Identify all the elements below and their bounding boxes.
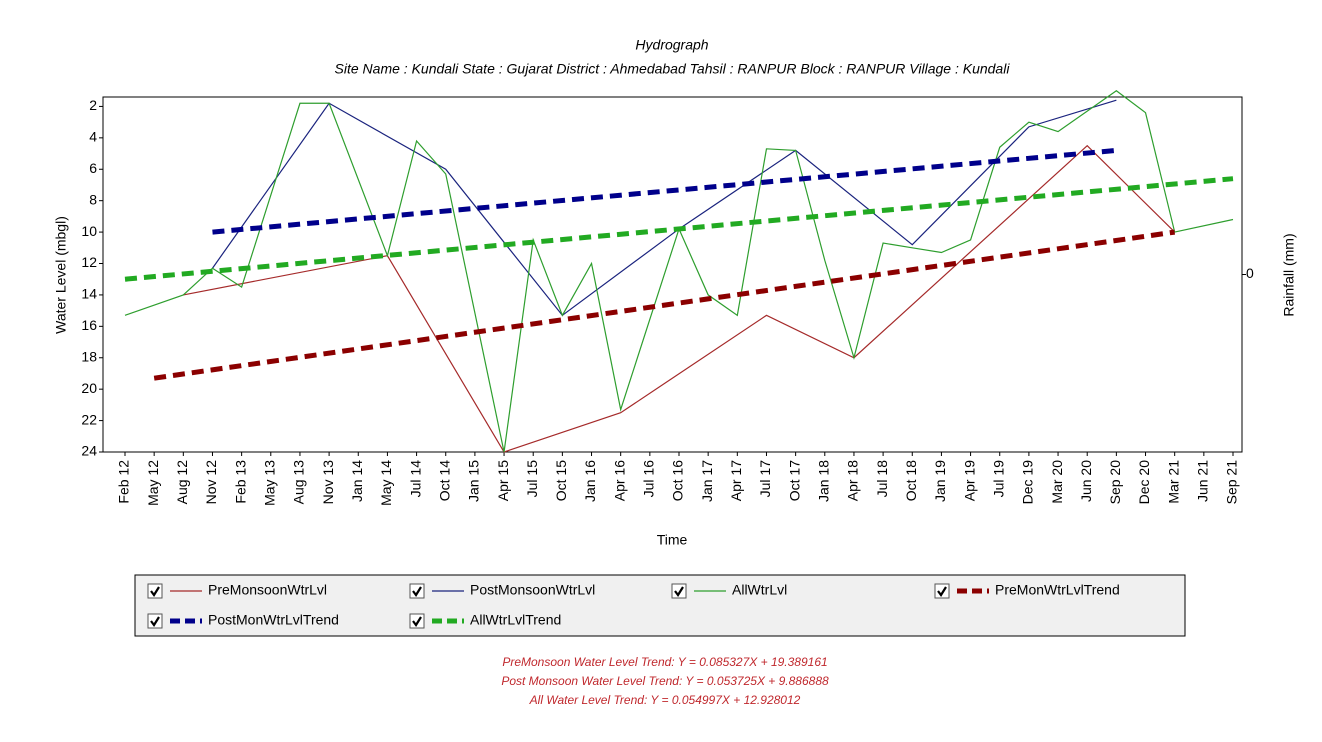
x-tick-label: Jul 18 <box>874 460 890 498</box>
x-tick-label: Oct 14 <box>436 460 452 501</box>
y-tick-label: 6 <box>89 160 97 176</box>
x-tick-label: May 14 <box>378 460 394 506</box>
x-tick-label: Apr 17 <box>728 460 744 501</box>
x-tick-label: Oct 16 <box>670 460 686 501</box>
trend-line <box>124 176 1234 282</box>
x-tick-label: Aug 13 <box>291 460 307 505</box>
legend-checkbox[interactable] <box>671 583 687 599</box>
x-tick-label: Aug 12 <box>174 460 190 505</box>
series-line <box>183 144 1176 453</box>
x-tick-label: Jan 14 <box>349 460 365 502</box>
y-tick-label: 8 <box>89 191 97 207</box>
x-tick-label: Jul 15 <box>524 460 540 498</box>
x-tick-label: Oct 17 <box>786 460 802 501</box>
legend-check <box>150 586 160 597</box>
trend-line <box>153 229 1176 381</box>
legend <box>134 574 1186 637</box>
y2-axis-title: Rainfall (mm) <box>1281 233 1297 316</box>
legend-checkbox[interactable] <box>409 583 425 599</box>
legend-checkbox[interactable] <box>409 613 425 629</box>
legend-check <box>937 586 947 597</box>
y-tick-label: 20 <box>81 380 97 396</box>
x-tick-label: Apr 15 <box>495 460 511 501</box>
plot-frame <box>102 96 1243 453</box>
x-tick-label: Jan 18 <box>815 460 831 502</box>
legend-label: PreMonWtrLvlTrend <box>995 582 1120 598</box>
x-tick-label: Sep 20 <box>1107 460 1123 505</box>
x-tick-label: Apr 19 <box>961 460 977 501</box>
legend-label: PostMonWtrLvlTrend <box>208 612 339 628</box>
trend-equation: PreMonsoon Water Level Trend: Y = 0.0853… <box>502 655 827 669</box>
trend-equation: All Water Level Trend: Y = 0.054997X + 1… <box>529 693 801 707</box>
x-tick-label: Jun 20 <box>1078 460 1094 502</box>
y-tick-label: 4 <box>89 129 97 145</box>
x-tick-label: Jul 17 <box>757 460 773 498</box>
y-tick-label: 24 <box>81 443 97 459</box>
legend-label: PreMonsoonWtrLvl <box>208 582 327 598</box>
legend-check <box>412 616 422 627</box>
x-tick-label: Mar 21 <box>1165 460 1181 504</box>
x-tick-label: Jan 15 <box>466 460 482 502</box>
legend-checkbox[interactable] <box>934 583 950 599</box>
y-tick-label: 14 <box>81 286 97 302</box>
x-tick-label: Nov 13 <box>320 460 336 505</box>
x-tick-label: Jul 19 <box>990 460 1006 498</box>
x-tick-label: Oct 15 <box>553 460 569 501</box>
x-tick-label: Jun 21 <box>1195 460 1211 502</box>
x-tick-label: Jan 16 <box>582 460 598 502</box>
x-tick-label: Oct 18 <box>903 460 919 501</box>
legend-check <box>674 586 684 597</box>
y-tick-label: 2 <box>89 97 97 113</box>
x-tick-label: May 13 <box>261 460 277 506</box>
x-tick-label: Apr 18 <box>845 460 861 501</box>
legend-checkbox[interactable] <box>147 613 163 629</box>
y-tick-label: 12 <box>81 254 97 270</box>
y-axis-title: Water Level (mbgl) <box>53 216 69 334</box>
series-line <box>124 89 1234 453</box>
y-tick-label: 10 <box>81 223 97 239</box>
x-tick-label: May 12 <box>145 460 161 506</box>
x-tick-label: Mar 20 <box>1049 460 1065 504</box>
chart-subtitle: Site Name : Kundali State : Gujarat Dist… <box>335 61 1011 77</box>
x-tick-label: Apr 16 <box>611 460 627 501</box>
x-tick-label: Nov 12 <box>203 460 219 505</box>
y-tick-label: 16 <box>81 317 97 333</box>
y-tick-label: 22 <box>81 411 97 427</box>
legend-label: AllWtrLvl <box>732 582 787 598</box>
x-tick-label: Sep 21 <box>1224 460 1240 505</box>
x-tick-label: Feb 12 <box>116 460 132 504</box>
x-axis-title: Time <box>657 532 688 548</box>
x-tick-label: Jul 14 <box>407 460 423 498</box>
trend-equation: Post Monsoon Water Level Trend: Y = 0.05… <box>501 674 829 688</box>
x-tick-label: Dec 20 <box>1136 460 1152 505</box>
legend-label: AllWtrLvlTrend <box>470 612 561 628</box>
legend-check <box>412 586 422 597</box>
x-tick-label: Feb 13 <box>232 460 248 504</box>
x-tick-label: Dec 19 <box>1020 460 1036 505</box>
y2-tick-label: 0 <box>1246 265 1254 281</box>
x-tick-label: Jan 17 <box>699 460 715 502</box>
trend-line <box>212 147 1117 235</box>
legend-checkbox[interactable] <box>147 583 163 599</box>
legend-label: PostMonsoonWtrLvl <box>470 582 595 598</box>
chart-title: Hydrograph <box>635 37 708 53</box>
y-tick-label: 18 <box>81 348 97 364</box>
legend-check <box>150 616 160 627</box>
x-tick-label: Jan 19 <box>932 460 948 502</box>
x-tick-label: Jul 16 <box>641 460 657 498</box>
